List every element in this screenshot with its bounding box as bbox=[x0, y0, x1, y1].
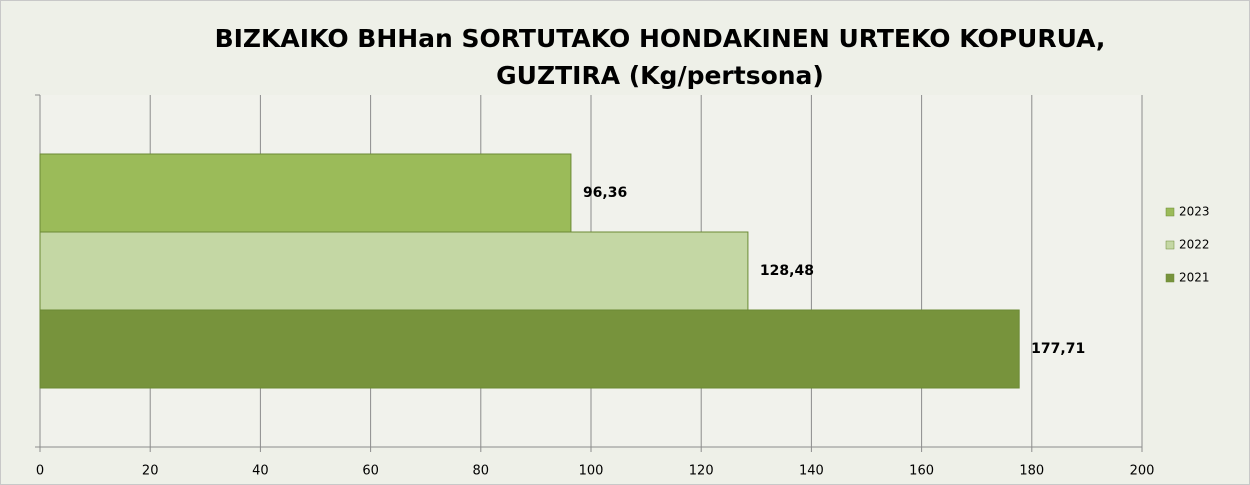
chart-title: GUZTIRA (Kg/pertsona) bbox=[496, 61, 824, 90]
chart-title: BIZKAIKO BHHan SORTUTAKO HONDAKINEN URTE… bbox=[215, 24, 1106, 53]
x-tick-label: 100 bbox=[579, 464, 604, 479]
x-tick-label: 20 bbox=[142, 464, 159, 479]
legend-swatch bbox=[1165, 240, 1175, 250]
data-label: 128,48 bbox=[760, 263, 814, 279]
bar bbox=[39, 309, 1020, 389]
legend-label: 2022 bbox=[1179, 238, 1210, 252]
legend-label: 2021 bbox=[1179, 271, 1210, 285]
data-label: 96,36 bbox=[583, 185, 627, 201]
x-tick-label: 200 bbox=[1130, 464, 1155, 479]
x-tick-label: 60 bbox=[362, 464, 379, 479]
data-label: 177,71 bbox=[1031, 341, 1085, 357]
x-tick-label: 140 bbox=[799, 464, 824, 479]
x-tick-label: 160 bbox=[909, 464, 934, 479]
legend-swatch bbox=[1165, 207, 1175, 217]
legend-swatch bbox=[1165, 273, 1175, 283]
bar bbox=[39, 231, 749, 311]
x-tick-label: 80 bbox=[473, 464, 490, 479]
x-tick-label: 0 bbox=[36, 464, 44, 479]
bar bbox=[39, 153, 572, 233]
legend-label: 2023 bbox=[1179, 205, 1210, 219]
x-tick-label: 180 bbox=[1019, 464, 1044, 479]
x-tick-label: 40 bbox=[252, 464, 269, 479]
x-tick-label: 120 bbox=[689, 464, 714, 479]
